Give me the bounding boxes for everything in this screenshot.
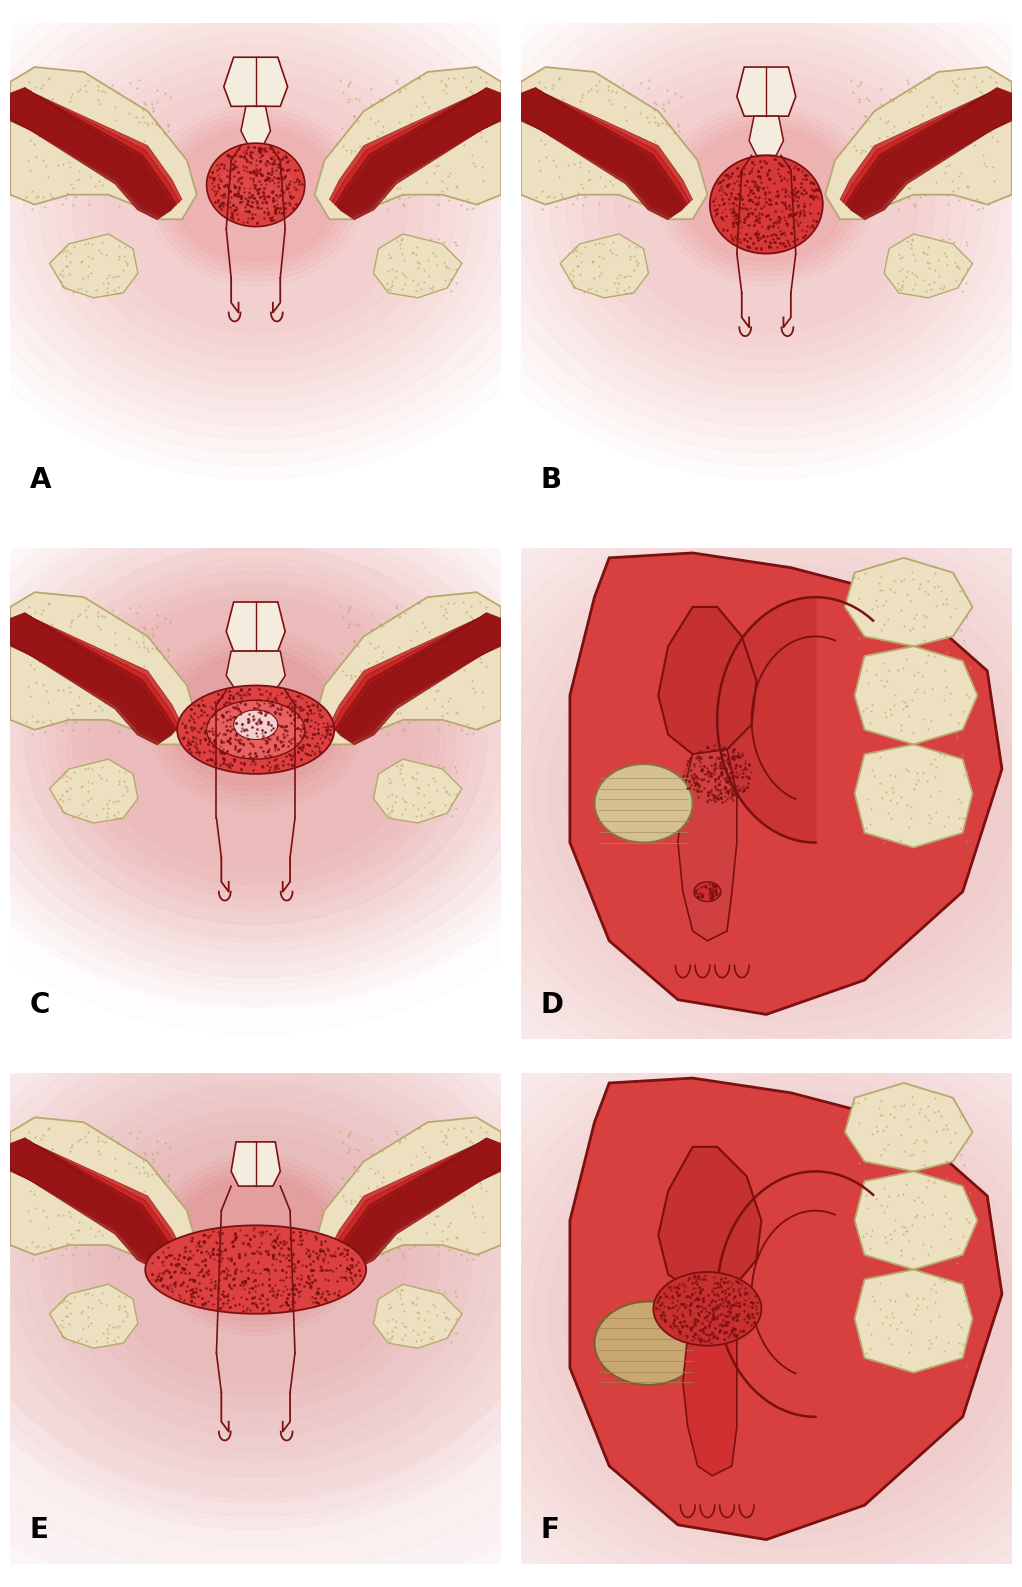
Polygon shape — [329, 1139, 501, 1260]
Polygon shape — [10, 87, 174, 217]
Polygon shape — [521, 67, 707, 219]
Ellipse shape — [206, 700, 305, 759]
Polygon shape — [10, 89, 182, 209]
Polygon shape — [49, 759, 138, 824]
Polygon shape — [334, 1138, 501, 1265]
Ellipse shape — [177, 686, 334, 774]
Polygon shape — [10, 1117, 197, 1270]
Polygon shape — [49, 1284, 138, 1347]
Polygon shape — [678, 749, 737, 941]
Ellipse shape — [145, 1225, 366, 1314]
Text: D: D — [541, 992, 563, 1019]
Text: C: C — [30, 992, 50, 1019]
Polygon shape — [334, 89, 501, 214]
Polygon shape — [226, 601, 285, 651]
Polygon shape — [854, 646, 977, 744]
Polygon shape — [521, 87, 685, 217]
Polygon shape — [339, 613, 501, 744]
Polygon shape — [848, 87, 1012, 217]
Polygon shape — [884, 233, 973, 298]
Polygon shape — [10, 1138, 172, 1270]
Polygon shape — [373, 1284, 462, 1347]
Polygon shape — [10, 67, 197, 219]
Polygon shape — [10, 89, 180, 213]
Ellipse shape — [595, 1301, 702, 1385]
Polygon shape — [683, 1289, 737, 1476]
Polygon shape — [10, 614, 182, 735]
Polygon shape — [231, 1143, 280, 1185]
Polygon shape — [241, 106, 271, 146]
Polygon shape — [329, 614, 501, 735]
Ellipse shape — [595, 763, 693, 843]
Polygon shape — [840, 89, 1012, 209]
Polygon shape — [521, 87, 683, 219]
Polygon shape — [521, 89, 688, 214]
Polygon shape — [10, 1138, 177, 1265]
Polygon shape — [521, 89, 690, 213]
Polygon shape — [226, 651, 285, 690]
Polygon shape — [373, 759, 462, 824]
Polygon shape — [337, 87, 501, 217]
Polygon shape — [845, 559, 973, 646]
Polygon shape — [825, 67, 1012, 219]
Polygon shape — [10, 613, 172, 744]
Text: E: E — [30, 1517, 49, 1544]
Polygon shape — [10, 89, 177, 214]
Ellipse shape — [219, 156, 292, 214]
Polygon shape — [315, 592, 501, 744]
Ellipse shape — [694, 882, 721, 901]
Polygon shape — [334, 614, 501, 740]
Polygon shape — [329, 89, 501, 209]
Polygon shape — [842, 89, 1012, 213]
Ellipse shape — [206, 143, 305, 227]
Polygon shape — [332, 614, 501, 738]
Polygon shape — [854, 1171, 977, 1270]
Polygon shape — [737, 67, 796, 116]
Polygon shape — [49, 233, 138, 298]
Polygon shape — [850, 87, 1012, 219]
Polygon shape — [10, 614, 177, 740]
Polygon shape — [332, 1139, 501, 1262]
Polygon shape — [658, 606, 756, 754]
Polygon shape — [337, 1138, 501, 1268]
Polygon shape — [521, 89, 693, 209]
Polygon shape — [224, 57, 287, 106]
Polygon shape — [845, 89, 1012, 214]
Polygon shape — [315, 1117, 501, 1270]
Polygon shape — [10, 592, 197, 744]
Polygon shape — [570, 552, 1002, 1014]
Polygon shape — [658, 1147, 761, 1293]
Polygon shape — [339, 1138, 501, 1270]
Text: B: B — [541, 467, 561, 494]
Polygon shape — [10, 613, 174, 743]
Ellipse shape — [710, 156, 823, 254]
Ellipse shape — [653, 1273, 761, 1346]
Polygon shape — [854, 744, 973, 847]
Polygon shape — [749, 116, 784, 156]
Ellipse shape — [234, 709, 278, 740]
Polygon shape — [570, 1078, 1002, 1539]
Polygon shape — [10, 87, 172, 219]
Text: A: A — [30, 467, 51, 494]
Polygon shape — [332, 89, 501, 213]
Polygon shape — [854, 1270, 973, 1373]
Text: F: F — [541, 1517, 559, 1544]
Polygon shape — [373, 233, 462, 298]
Polygon shape — [315, 67, 501, 219]
Polygon shape — [10, 1139, 180, 1262]
Polygon shape — [339, 87, 501, 219]
Polygon shape — [560, 233, 649, 298]
Polygon shape — [10, 1139, 182, 1260]
Polygon shape — [10, 1138, 174, 1268]
Polygon shape — [337, 613, 501, 743]
Polygon shape — [10, 614, 180, 738]
Polygon shape — [845, 1082, 973, 1171]
